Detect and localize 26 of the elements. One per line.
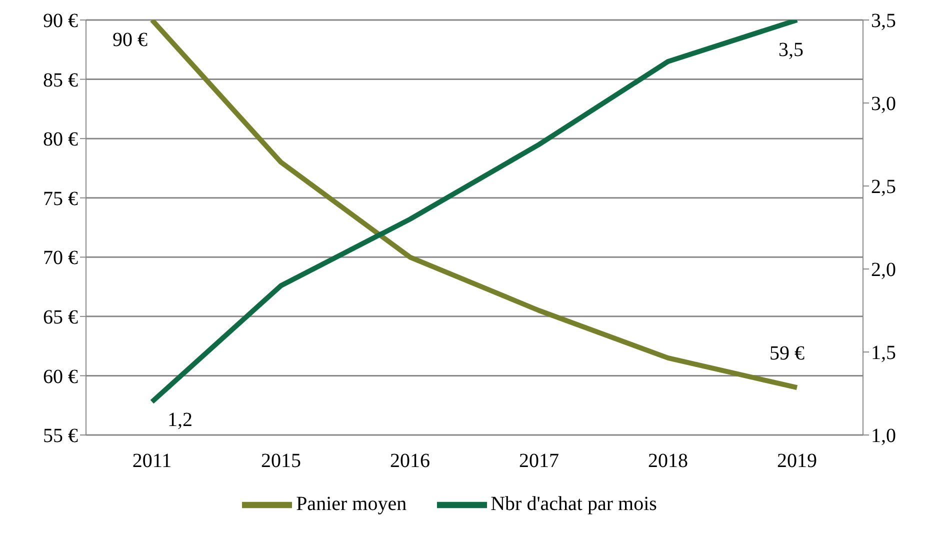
y2-tick-label: 3,0 — [871, 93, 896, 116]
y-tick-label: 55 € — [43, 425, 78, 448]
y-tick-label: 70 € — [43, 247, 78, 270]
y2-tick-label: 2,0 — [871, 259, 896, 282]
data-label: 3,5 — [778, 39, 804, 61]
x-tick-label: 2015 — [261, 450, 301, 472]
data-label: 59 € — [770, 342, 804, 365]
legend-label: Panier moyen — [296, 492, 407, 515]
y-tick-label: 65 € — [43, 306, 78, 329]
y-tick-label: 75 € — [43, 188, 78, 210]
x-tick-label: 2017 — [519, 450, 559, 472]
data-label: 1,2 — [168, 408, 192, 431]
data-label: 90 € — [112, 29, 148, 51]
y-tick-label: 60 € — [43, 366, 78, 388]
x-tick-label: 2016 — [390, 450, 430, 472]
y-tick-label: 80 € — [43, 128, 78, 151]
y2-tick-label: 1,5 — [871, 342, 896, 364]
legend-label: Nbr d'achat par mois — [490, 492, 657, 515]
x-tick-label: 2019 — [777, 450, 817, 472]
y2-tick-label: 1,0 — [871, 425, 896, 448]
x-tick-label: 2011 — [132, 450, 172, 472]
x-tick-label: 2018 — [648, 450, 688, 472]
y2-tick-label: 3,5 — [871, 10, 896, 32]
y2-tick-label: 2,5 — [871, 176, 896, 198]
y-tick-label: 90 € — [43, 10, 78, 32]
y-tick-label: 85 € — [43, 69, 78, 92]
